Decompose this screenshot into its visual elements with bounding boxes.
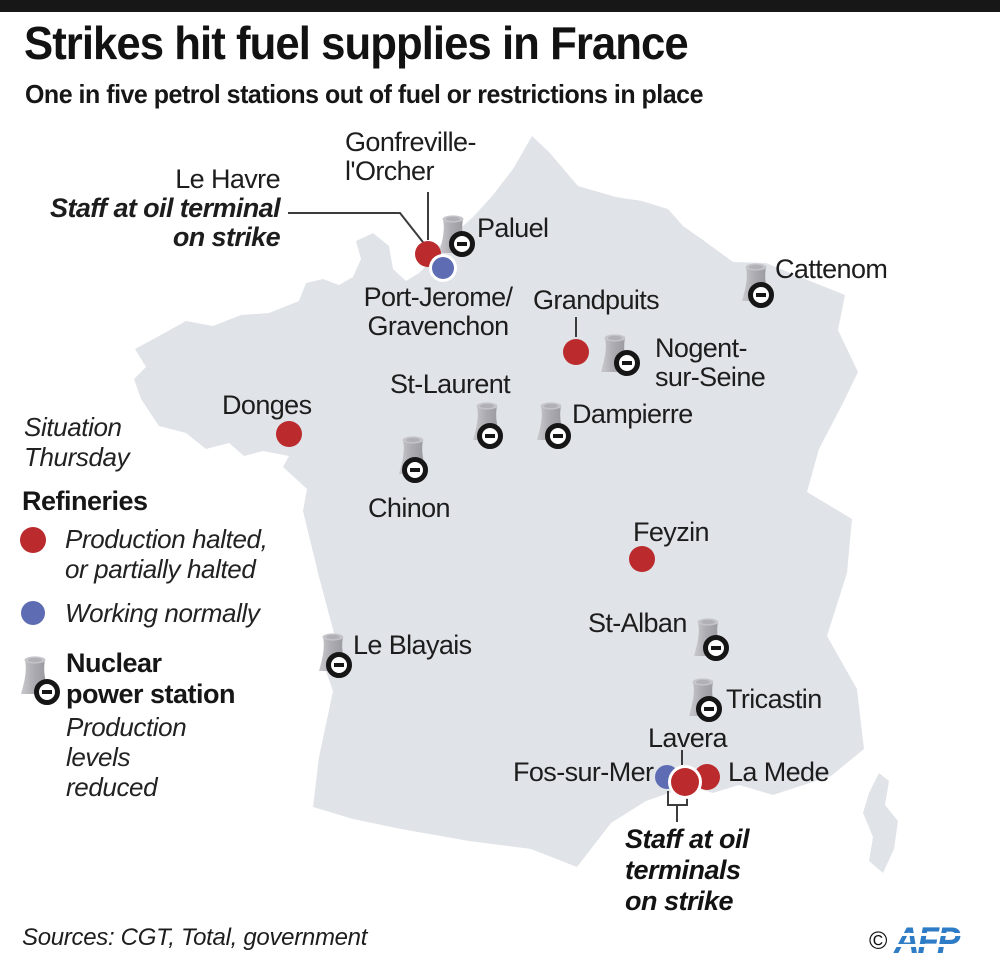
minus-circle-icon-tricastin — [696, 696, 722, 722]
page-title: Strikes hit fuel supplies in France — [24, 17, 689, 69]
label-donges: Donges — [222, 390, 312, 420]
sources-text: Sources: CGT, Total, government — [22, 924, 368, 951]
afp-logo: © AFP — [869, 920, 964, 962]
page-subtitle: One in five petrol stations out of fuel … — [25, 79, 703, 109]
refinery-halted-dot-feyzin — [629, 546, 655, 572]
label-tricastin: Tricastin — [726, 684, 822, 714]
refinery-working-dot-port-jerome — [432, 257, 454, 279]
note-south-terminals: Staff at oil terminals on strike — [625, 824, 750, 916]
legend-minus-circle-icon — [34, 679, 60, 705]
legend-halted-label: Production halted, or partially halted — [65, 524, 268, 584]
note-le-havre-line1: Staff at oil terminal — [50, 193, 281, 223]
legend-nuclear-heading: Nuclear power station — [66, 648, 236, 709]
minus-circle-icon-cattenom — [748, 282, 774, 308]
copyright-icon: © — [869, 926, 888, 955]
label-dampierre: Dampierre — [572, 399, 693, 429]
legend-nuclear-sub: Production levels reduced — [66, 712, 187, 802]
legend-working-label: Working normally — [65, 598, 260, 628]
label-chinon: Chinon — [368, 493, 451, 523]
afp-logo-text: AFP — [894, 920, 960, 961]
refinery-halted-dot-grandpuits — [563, 339, 589, 365]
label-nogent-sur-seine: Nogent- sur-Seine — [655, 333, 766, 392]
minus-circle-icon-nogent — [614, 350, 640, 376]
note-le-havre-line2: on strike — [172, 222, 281, 252]
france-mainland-shape — [134, 136, 864, 867]
minus-circle-icon-st-alban — [703, 635, 729, 661]
legend-working-dot — [21, 601, 45, 625]
label-le-havre-block: Le Havre Staff at oil terminal on strike — [20, 164, 281, 252]
situation-note: Situation Thursday — [24, 412, 130, 472]
label-la-mede: La Mede — [728, 757, 829, 787]
label-lavera: Lavera — [648, 723, 728, 753]
label-cattenom: Cattenom — [775, 254, 888, 284]
minus-circle-icon-st-laurent — [477, 423, 503, 449]
refinery-halted-dot-donges — [276, 421, 302, 447]
legend-refineries-heading: Refineries — [22, 486, 148, 516]
label-gonfreville: Gonfreville- l'Orcher — [345, 127, 476, 186]
corsica-shape — [863, 773, 898, 873]
leader-line-le-havre — [288, 212, 427, 247]
minus-circle-icon-le-blayais — [326, 652, 352, 678]
label-port-jerome: Port-Jerome/ Gravenchon — [363, 282, 513, 341]
refinery-halted-dot-lavera — [671, 768, 699, 796]
label-le-blayais: Le Blayais — [353, 630, 472, 660]
minus-circle-icon-chinon — [402, 457, 428, 483]
afp-logo-stripe — [892, 933, 964, 936]
label-st-alban: St-Alban — [588, 608, 687, 638]
label-le-havre: Le Havre — [175, 164, 280, 194]
label-paluel: Paluel — [477, 213, 549, 243]
label-fos-sur-mer: Fos-sur-Mer — [513, 757, 654, 787]
top-bar — [0, 0, 1000, 12]
afp-logo-stripe — [892, 944, 964, 947]
legend-halted-dot — [20, 527, 46, 553]
label-grandpuits: Grandpuits — [533, 285, 660, 315]
label-st-laurent: St-Laurent — [390, 369, 511, 399]
minus-circle-icon-dampierre — [545, 423, 571, 449]
label-feyzin: Feyzin — [633, 517, 710, 547]
minus-circle-icon-paluel — [449, 231, 475, 257]
